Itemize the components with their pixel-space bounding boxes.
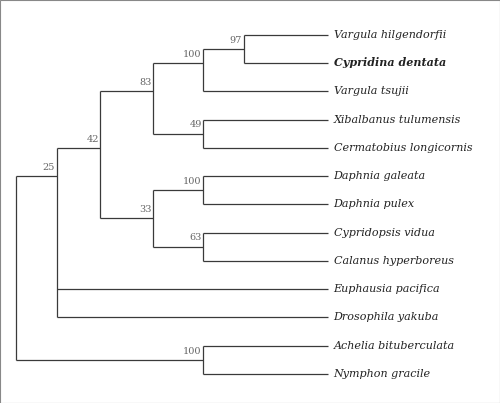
Text: Daphnia pulex: Daphnia pulex — [334, 199, 414, 209]
Text: Cermatobius longicornis: Cermatobius longicornis — [334, 143, 472, 153]
Text: Drosophila yakuba: Drosophila yakuba — [334, 312, 439, 322]
Text: Euphausia pacifica: Euphausia pacifica — [334, 284, 440, 294]
Text: 100: 100 — [183, 347, 202, 355]
Text: Nymphon gracile: Nymphon gracile — [334, 369, 430, 379]
Text: 63: 63 — [190, 233, 202, 243]
Text: Daphnia galeata: Daphnia galeata — [334, 171, 426, 181]
Text: 100: 100 — [183, 177, 202, 186]
Text: Cypridopsis vidua: Cypridopsis vidua — [334, 228, 434, 238]
Text: 97: 97 — [230, 35, 242, 45]
Text: 42: 42 — [86, 135, 99, 143]
Text: Vargula hilgendorfii: Vargula hilgendorfii — [334, 30, 446, 40]
Text: Calanus hyperboreus: Calanus hyperboreus — [334, 256, 454, 266]
Text: 83: 83 — [140, 78, 152, 87]
Text: 33: 33 — [140, 205, 152, 214]
Text: Vargula tsujii: Vargula tsujii — [334, 86, 408, 96]
Text: Cypridina dentata: Cypridina dentata — [334, 58, 446, 69]
Text: 100: 100 — [183, 50, 202, 59]
Text: Xibalbanus tulumensis: Xibalbanus tulumensis — [334, 114, 461, 125]
Text: Achelia bituberculata: Achelia bituberculata — [334, 341, 454, 351]
Text: 49: 49 — [190, 120, 202, 129]
Text: 25: 25 — [43, 163, 55, 172]
